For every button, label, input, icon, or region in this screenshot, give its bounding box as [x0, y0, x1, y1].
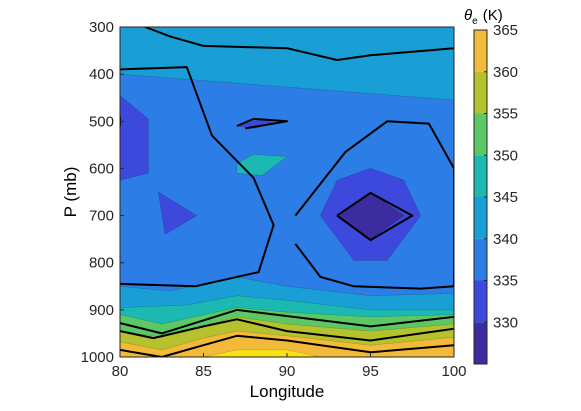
y-tick-label-500: 500	[89, 113, 114, 130]
colorbar-swatches	[474, 30, 487, 364]
y-tick-label-400: 400	[89, 66, 114, 83]
colorbar-label: θe (K)	[464, 7, 503, 27]
contour-line-335-2	[120, 66, 275, 288]
colorbar-swatch-350	[474, 113, 487, 156]
y-tick-label-900: 900	[89, 302, 114, 319]
contour-line-330-4	[236, 117, 288, 130]
colorbar-swatch-360	[474, 30, 487, 72]
contour-line-355-9	[120, 334, 454, 357]
colorbar-tick-label-355: 355	[493, 106, 518, 123]
colorbar-swatch-340	[474, 197, 487, 239]
x-tick-label-85: 85	[195, 363, 212, 380]
y-tick-label-700: 700	[89, 208, 114, 225]
y-axis-label: P (mb)	[61, 167, 80, 218]
colorbar-swatch-335	[474, 238, 487, 281]
contour-lines	[120, 27, 454, 357]
colorbar-swatch-355	[474, 71, 487, 114]
contour-band-14	[203, 349, 321, 357]
x-axis: 80 85 90 95 100	[112, 353, 467, 380]
plot-area	[119, 26, 455, 358]
y-tick-label-1000: 1000	[81, 349, 114, 366]
contour-line-345-7	[120, 318, 454, 342]
colorbar-tick-label-345: 345	[493, 189, 518, 206]
x-tick-label-90: 90	[279, 363, 296, 380]
colorbar-ticks: 330 335 340 345 350 355 360 365	[484, 22, 518, 331]
y-tick-label-600: 600	[89, 160, 114, 177]
colorbar-tick-label-330: 330	[493, 314, 518, 331]
colorbar-label-symbol: θ	[464, 7, 472, 24]
colorbar: 330 335 340 345 350 355 360 365 θe (K)	[464, 7, 518, 365]
x-axis-label: Longitude	[250, 382, 325, 401]
colorbar-tick-label-340: 340	[493, 231, 518, 248]
contour-line-325-6	[336, 191, 414, 242]
contour-band-13	[120, 330, 454, 357]
colorbar-swatch-325	[474, 322, 487, 364]
filled-contours	[120, 27, 454, 357]
colorbar-tick-label-335: 335	[493, 273, 518, 290]
colorbar-tick-label-350: 350	[493, 147, 518, 164]
y-tick-label-300: 300	[89, 19, 114, 36]
contour-line-350-8	[120, 308, 454, 335]
x-tick-label-100: 100	[441, 363, 466, 380]
y-tick-label-800: 800	[89, 255, 114, 272]
colorbar-swatch-345	[474, 155, 487, 197]
contour-band-4	[120, 95, 149, 181]
contour-line-345-0	[144, 27, 454, 61]
colorbar-label-subscript: e	[472, 16, 478, 27]
colorbar-swatch-330	[474, 280, 487, 323]
contour-line-335-3	[294, 120, 454, 290]
x-tick-label-80: 80	[112, 363, 129, 380]
y-axis: 300 400 500 600 700 800 900 1000	[81, 19, 124, 366]
contour-band-3	[236, 154, 288, 176]
x-tick-label-95: 95	[362, 363, 379, 380]
colorbar-tick-label-360: 360	[493, 64, 518, 81]
colorbar-label-unit: (K)	[483, 7, 503, 24]
colorbar-tick-label-365: 365	[493, 22, 518, 39]
contour-band-5	[158, 191, 198, 235]
